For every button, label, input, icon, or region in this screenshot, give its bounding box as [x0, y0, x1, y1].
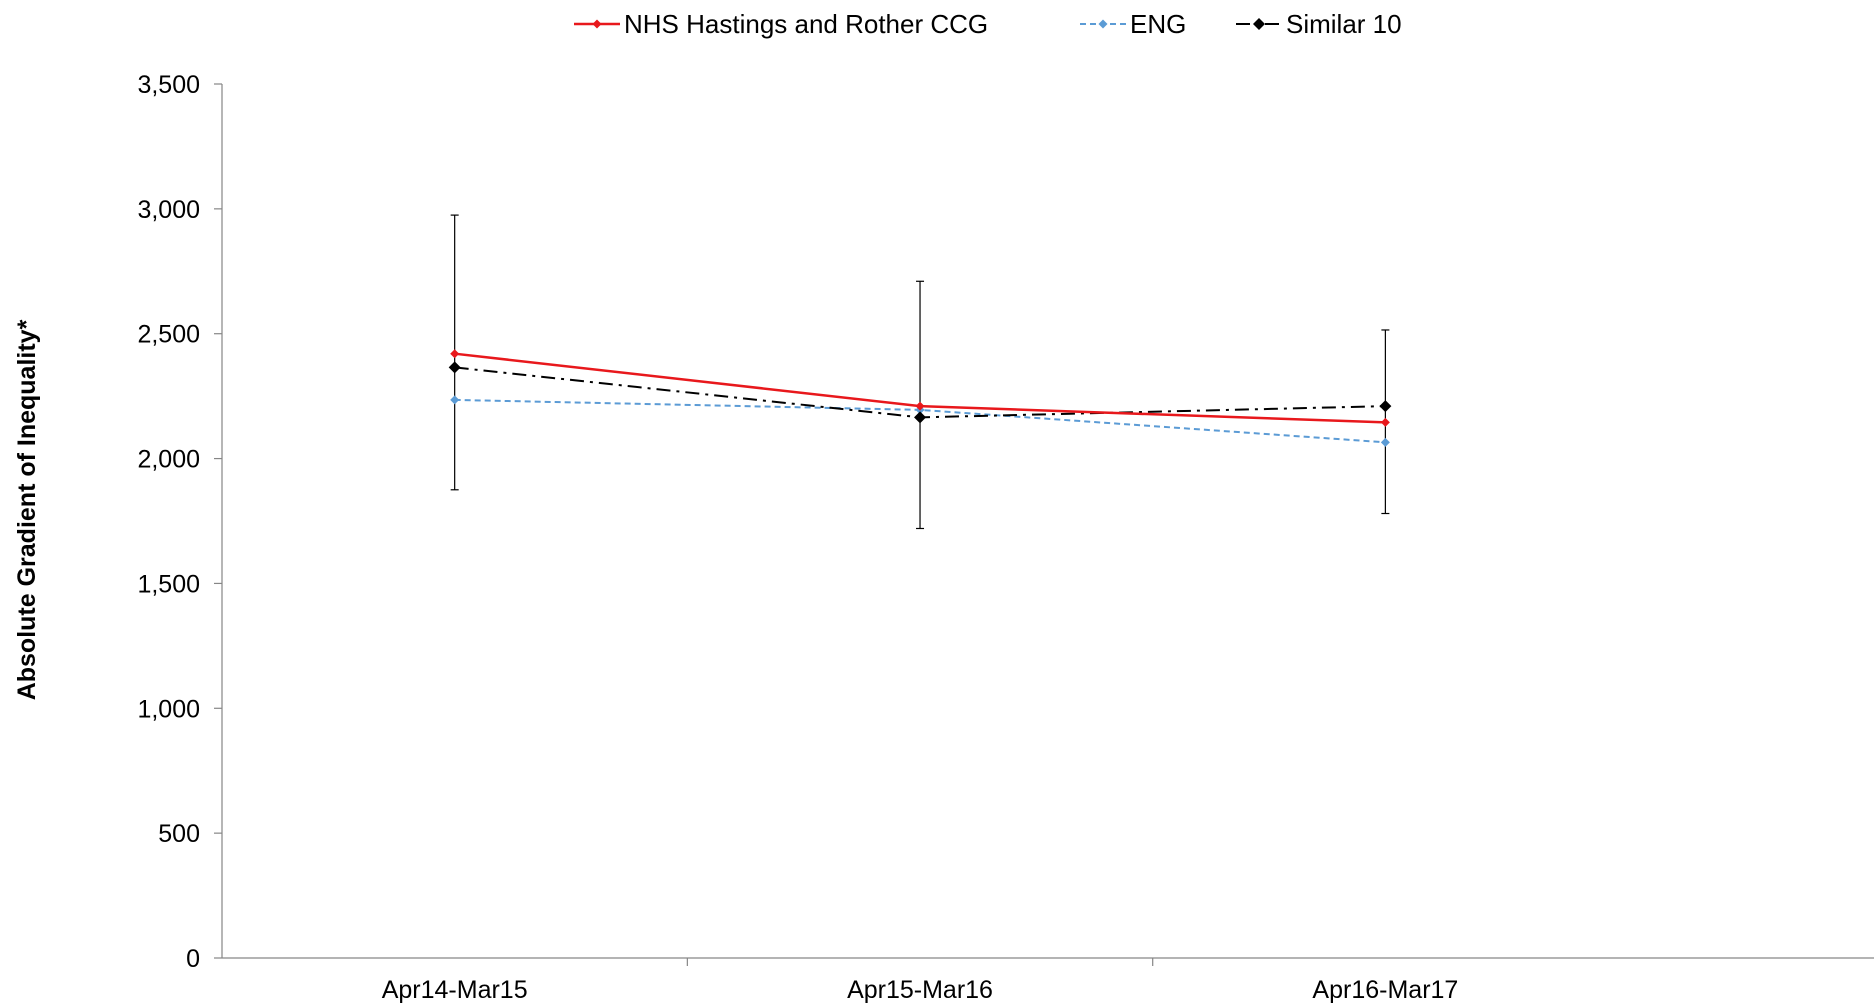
legend-label: NHS Hastings and Rother CCG — [624, 9, 988, 39]
x-tick-label: Apr14-Mar15 — [382, 976, 528, 1003]
legend-label: Similar 10 — [1286, 9, 1402, 39]
data-point-marker — [915, 401, 925, 411]
y-tick-label: 0 — [186, 945, 200, 973]
y-tick-label: 1,000 — [137, 695, 200, 723]
data-point-marker — [448, 361, 461, 374]
x-tick-label: Apr16-Mar17 — [1312, 976, 1458, 1003]
data-point-marker — [1380, 437, 1390, 447]
y-tick-label: 3,500 — [137, 71, 200, 99]
data-point-marker — [1380, 417, 1390, 427]
data-point-marker — [914, 411, 927, 424]
legend-swatch-marker — [1098, 19, 1108, 29]
y-tick-label: 500 — [158, 820, 200, 848]
y-tick-label: 1,500 — [137, 570, 200, 598]
data-point-marker — [1379, 400, 1392, 413]
data-point-marker — [450, 395, 460, 405]
data-point-marker — [450, 349, 460, 359]
legend: NHS Hastings and Rother CCG ENG Similar 10 — [574, 9, 1402, 39]
error-bars — [450, 214, 1390, 530]
legend-swatch-marker — [1253, 18, 1265, 30]
y-tick-label: 2,500 — [137, 321, 200, 349]
axes: 0 500 1,000 1,500 2,000 2,500 3,000 3,500 Apr14-… — [137, 71, 1874, 1003]
y-axis-title: Absolute Gradient of Inequality* — [13, 319, 41, 700]
legend-swatch-marker — [592, 19, 602, 29]
y-tick-label: 2,000 — [137, 446, 200, 474]
legend-label: ENG — [1130, 9, 1186, 39]
x-tick-label: Apr15-Mar16 — [847, 976, 993, 1003]
y-tick-label: 3,000 — [137, 196, 200, 224]
series-lines — [448, 349, 1392, 447]
